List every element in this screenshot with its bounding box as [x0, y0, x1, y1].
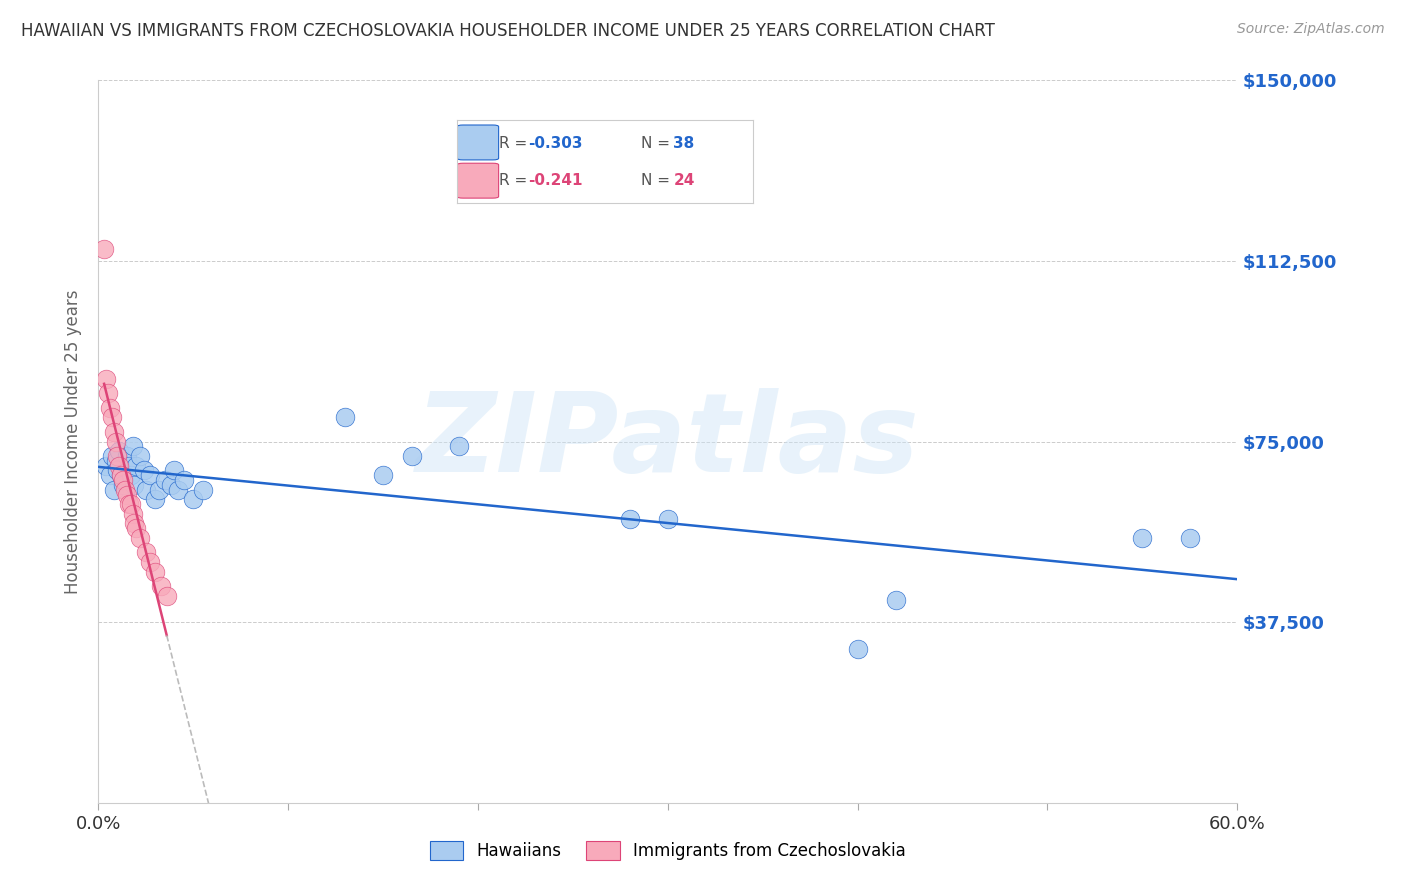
Point [124, 516, 146, 531]
Point [125, 521, 148, 535]
Point [98, 401, 121, 415]
Point [150, 579, 173, 593]
Point [449, 439, 471, 453]
Point [112, 473, 135, 487]
Y-axis label: Householder Income Under 25 years: Householder Income Under 25 years [65, 289, 83, 594]
Legend: Hawaiians, Immigrants from Czechoslovakia: Hawaiians, Immigrants from Czechoslovaki… [423, 834, 912, 867]
Point [167, 483, 190, 497]
Point [657, 511, 679, 525]
Point [118, 497, 141, 511]
Point [1132, 531, 1154, 545]
Point [110, 468, 132, 483]
Point [153, 473, 176, 487]
Point [97, 386, 120, 401]
Point [619, 511, 641, 525]
Point [108, 444, 131, 458]
Point [103, 483, 125, 497]
Point [120, 497, 142, 511]
Point [121, 439, 143, 453]
Point [125, 458, 148, 473]
Point [138, 468, 160, 483]
Point [94, 458, 117, 473]
Point [104, 434, 127, 449]
Point [120, 468, 142, 483]
Point [148, 483, 170, 497]
Point [112, 478, 135, 492]
Point [104, 454, 127, 468]
Point [135, 545, 157, 559]
Point [115, 487, 138, 501]
Point [183, 492, 205, 507]
Point [107, 449, 129, 463]
Point [132, 463, 155, 477]
Point [110, 468, 132, 483]
Point [129, 449, 152, 463]
Text: ZIPatlas: ZIPatlas [416, 388, 920, 495]
Point [371, 468, 394, 483]
Point [124, 478, 146, 492]
Point [159, 478, 181, 492]
Point [401, 449, 423, 463]
Point [884, 593, 907, 607]
Point [1178, 531, 1201, 545]
Text: Source: ZipAtlas.com: Source: ZipAtlas.com [1237, 22, 1385, 37]
Point [335, 410, 357, 425]
Point [191, 483, 214, 497]
Point [114, 483, 136, 497]
Point [100, 449, 122, 463]
Point [100, 410, 122, 425]
Point [145, 492, 167, 507]
Point [121, 507, 143, 521]
Point [108, 458, 131, 473]
Point [156, 589, 179, 603]
Point [163, 463, 186, 477]
Point [129, 531, 152, 545]
Point [118, 458, 141, 473]
Text: HAWAIIAN VS IMMIGRANTS FROM CZECHOSLOVAKIA HOUSEHOLDER INCOME UNDER 25 YEARS COR: HAWAIIAN VS IMMIGRANTS FROM CZECHOSLOVAK… [21, 22, 995, 40]
Point [103, 425, 125, 439]
Point [98, 468, 121, 483]
Point [135, 483, 157, 497]
Point [138, 555, 160, 569]
Point [173, 473, 195, 487]
Point [115, 449, 138, 463]
Point [93, 242, 115, 256]
Point [145, 565, 167, 579]
Point [107, 463, 129, 477]
Point [94, 372, 117, 386]
Point [846, 641, 869, 656]
